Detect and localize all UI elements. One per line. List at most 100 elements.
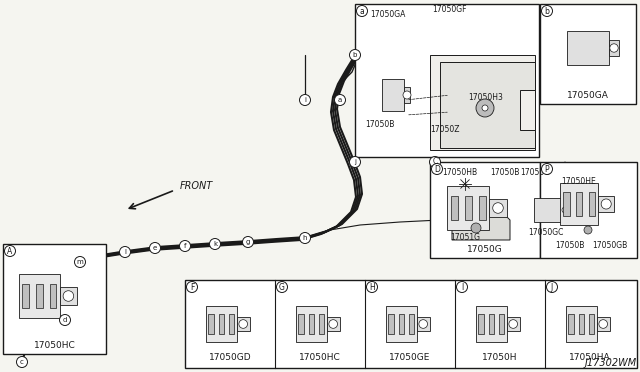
Bar xyxy=(579,314,584,334)
Text: 17050B: 17050B xyxy=(365,120,394,129)
Circle shape xyxy=(239,320,248,328)
Text: 17050GD: 17050GD xyxy=(209,353,252,362)
Bar xyxy=(298,314,303,334)
Text: j: j xyxy=(354,159,356,165)
Bar xyxy=(576,192,582,215)
Bar xyxy=(562,204,568,216)
Text: 17050HE: 17050HE xyxy=(561,177,596,186)
Text: d: d xyxy=(63,317,67,323)
Text: a: a xyxy=(338,97,342,103)
Circle shape xyxy=(541,164,552,174)
Text: 17050GA: 17050GA xyxy=(567,92,609,100)
Text: 17050HC: 17050HC xyxy=(34,341,76,350)
Circle shape xyxy=(601,199,611,209)
Bar xyxy=(563,192,570,215)
Bar xyxy=(568,314,573,334)
Text: FRONT: FRONT xyxy=(180,181,213,191)
Text: b: b xyxy=(545,6,549,16)
Circle shape xyxy=(403,91,411,99)
Text: 17050GA: 17050GA xyxy=(370,10,405,19)
Text: 17050Z: 17050Z xyxy=(430,125,460,134)
Bar xyxy=(386,306,417,342)
Bar xyxy=(589,314,594,334)
Circle shape xyxy=(429,157,440,167)
Text: h: h xyxy=(303,235,307,241)
Circle shape xyxy=(300,232,310,244)
Bar xyxy=(479,196,486,220)
Circle shape xyxy=(419,320,428,328)
Circle shape xyxy=(456,282,467,292)
Text: c: c xyxy=(20,359,24,365)
Circle shape xyxy=(60,314,70,326)
Text: f: f xyxy=(184,243,186,249)
Circle shape xyxy=(17,356,28,368)
Text: 17050GF: 17050GF xyxy=(432,5,467,14)
Bar xyxy=(478,314,483,334)
Circle shape xyxy=(541,6,552,16)
Text: a: a xyxy=(360,6,364,16)
Text: 17050GC: 17050GC xyxy=(528,228,563,237)
Circle shape xyxy=(335,94,346,106)
Text: 17050H: 17050H xyxy=(483,353,518,362)
Circle shape xyxy=(562,207,568,213)
Circle shape xyxy=(476,99,494,117)
Circle shape xyxy=(74,257,86,267)
Text: F: F xyxy=(190,282,194,292)
Bar xyxy=(430,55,535,150)
Bar xyxy=(476,306,507,342)
Bar xyxy=(237,317,250,331)
Text: 17050B: 17050B xyxy=(555,241,584,250)
Bar xyxy=(36,284,43,308)
Bar xyxy=(296,306,326,342)
Bar xyxy=(409,314,414,334)
Circle shape xyxy=(431,164,442,174)
Text: e: e xyxy=(153,245,157,251)
Circle shape xyxy=(493,203,503,213)
Bar xyxy=(534,198,562,222)
Text: k: k xyxy=(213,241,217,247)
Bar xyxy=(447,186,489,230)
Bar xyxy=(308,314,314,334)
Circle shape xyxy=(509,320,518,328)
Bar xyxy=(49,284,56,308)
Bar xyxy=(417,317,430,331)
Circle shape xyxy=(209,238,221,250)
Circle shape xyxy=(329,320,337,328)
Text: 17050HC: 17050HC xyxy=(299,353,341,362)
Text: l: l xyxy=(124,249,126,255)
Bar xyxy=(229,314,234,334)
Bar xyxy=(60,287,77,305)
Text: G: G xyxy=(279,282,285,292)
Text: 17050B: 17050B xyxy=(490,168,520,177)
Text: 17050HB: 17050HB xyxy=(442,168,477,177)
Text: 17050GE: 17050GE xyxy=(389,353,431,362)
Text: J: J xyxy=(551,282,553,292)
Circle shape xyxy=(367,282,378,292)
Circle shape xyxy=(300,94,310,106)
Bar xyxy=(488,314,494,334)
Text: 17050GB: 17050GB xyxy=(592,241,627,250)
Bar xyxy=(22,284,29,308)
Circle shape xyxy=(471,223,481,233)
Circle shape xyxy=(584,226,592,234)
Bar xyxy=(540,4,636,104)
Circle shape xyxy=(482,105,488,111)
Polygon shape xyxy=(452,195,510,240)
Text: D: D xyxy=(434,164,440,173)
Bar xyxy=(326,317,340,331)
Circle shape xyxy=(63,291,74,301)
Text: J17302WM: J17302WM xyxy=(585,358,637,368)
Text: I: I xyxy=(461,282,463,292)
Bar xyxy=(209,314,214,334)
Bar xyxy=(489,199,507,217)
Text: b: b xyxy=(353,52,357,58)
Bar xyxy=(451,196,458,220)
Polygon shape xyxy=(440,62,535,148)
Bar xyxy=(382,79,404,111)
Circle shape xyxy=(349,157,360,167)
Text: m: m xyxy=(77,259,83,265)
Circle shape xyxy=(276,282,287,292)
Circle shape xyxy=(120,247,131,257)
Circle shape xyxy=(349,49,360,61)
Bar xyxy=(499,314,504,334)
